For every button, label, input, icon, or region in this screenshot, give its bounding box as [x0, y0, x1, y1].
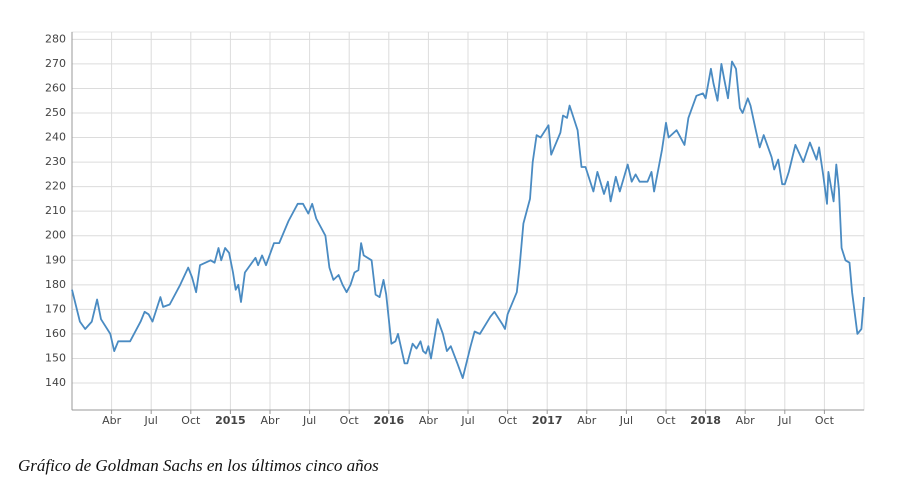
x-tick-label: Abr: [419, 414, 439, 427]
price-line: [71, 60, 865, 379]
y-tick-label: 190: [45, 253, 66, 266]
x-tick-label: Abr: [260, 414, 280, 427]
x-tick-label: Oct: [181, 414, 201, 427]
x-tick-label: Jul: [619, 414, 633, 427]
x-tick-label: Abr: [577, 414, 597, 427]
x-tick-label: Abr: [736, 414, 756, 427]
y-tick-label: 250: [45, 106, 66, 119]
caption: Gráfico de Goldman Sachs en los últimos …: [18, 456, 379, 475]
x-tick-label: Oct: [340, 414, 360, 427]
y-tick-label: 160: [45, 327, 66, 340]
y-tick-label: 150: [45, 351, 66, 364]
y-tick-label: 200: [45, 229, 66, 242]
y-tick-label: 210: [45, 204, 66, 217]
x-tick-label: 2015: [215, 414, 246, 427]
y-tick-label: 220: [45, 180, 66, 193]
y-tick-label: 280: [45, 32, 66, 45]
x-tick-label: Jul: [460, 414, 474, 427]
x-tick-label: 2018: [690, 414, 721, 427]
x-tick-label: Abr: [102, 414, 122, 427]
y-tick-label: 270: [45, 57, 66, 70]
y-tick-label: 180: [45, 278, 66, 291]
x-tick-label: 2016: [373, 414, 404, 427]
x-tick-label: Jul: [302, 414, 316, 427]
y-tick-label: 140: [45, 376, 66, 389]
y-tick-label: 260: [45, 81, 66, 94]
x-tick-label: 2017: [532, 414, 563, 427]
x-tick-label: Jul: [144, 414, 158, 427]
x-tick-label: Oct: [815, 414, 835, 427]
y-tick-label: 230: [45, 155, 66, 168]
y-tick-label: 240: [45, 131, 66, 144]
x-tick-label: Jul: [777, 414, 791, 427]
x-tick-label: Oct: [656, 414, 676, 427]
y-tick-label: 170: [45, 302, 66, 315]
x-tick-label: Oct: [498, 414, 518, 427]
